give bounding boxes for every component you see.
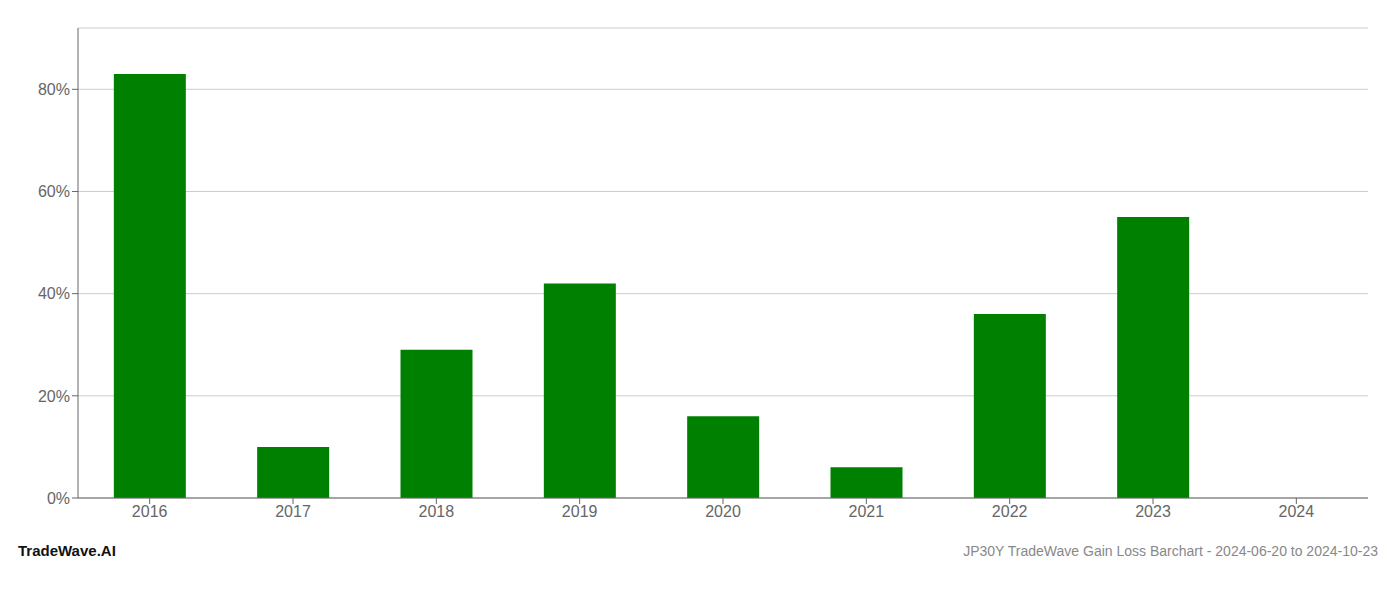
svg-text:2024: 2024	[1279, 503, 1315, 520]
svg-text:0%: 0%	[47, 490, 70, 507]
svg-text:60%: 60%	[38, 183, 70, 200]
svg-text:2017: 2017	[275, 503, 311, 520]
svg-text:2022: 2022	[992, 503, 1028, 520]
svg-text:2023: 2023	[1135, 503, 1171, 520]
svg-text:40%: 40%	[38, 285, 70, 302]
svg-text:2018: 2018	[419, 503, 455, 520]
svg-text:2019: 2019	[562, 503, 598, 520]
svg-text:2016: 2016	[132, 503, 168, 520]
svg-text:20%: 20%	[38, 388, 70, 405]
svg-text:2021: 2021	[849, 503, 885, 520]
html-text:TradeWave.AI: TradeWave.AI	[18, 542, 116, 559]
svg-text:2020: 2020	[705, 503, 741, 520]
html-text:JP30Y TradeWave Gain Loss Barc: JP30Y TradeWave Gain Loss Barchart - 202…	[963, 543, 1378, 559]
svg-text:80%: 80%	[38, 81, 70, 98]
